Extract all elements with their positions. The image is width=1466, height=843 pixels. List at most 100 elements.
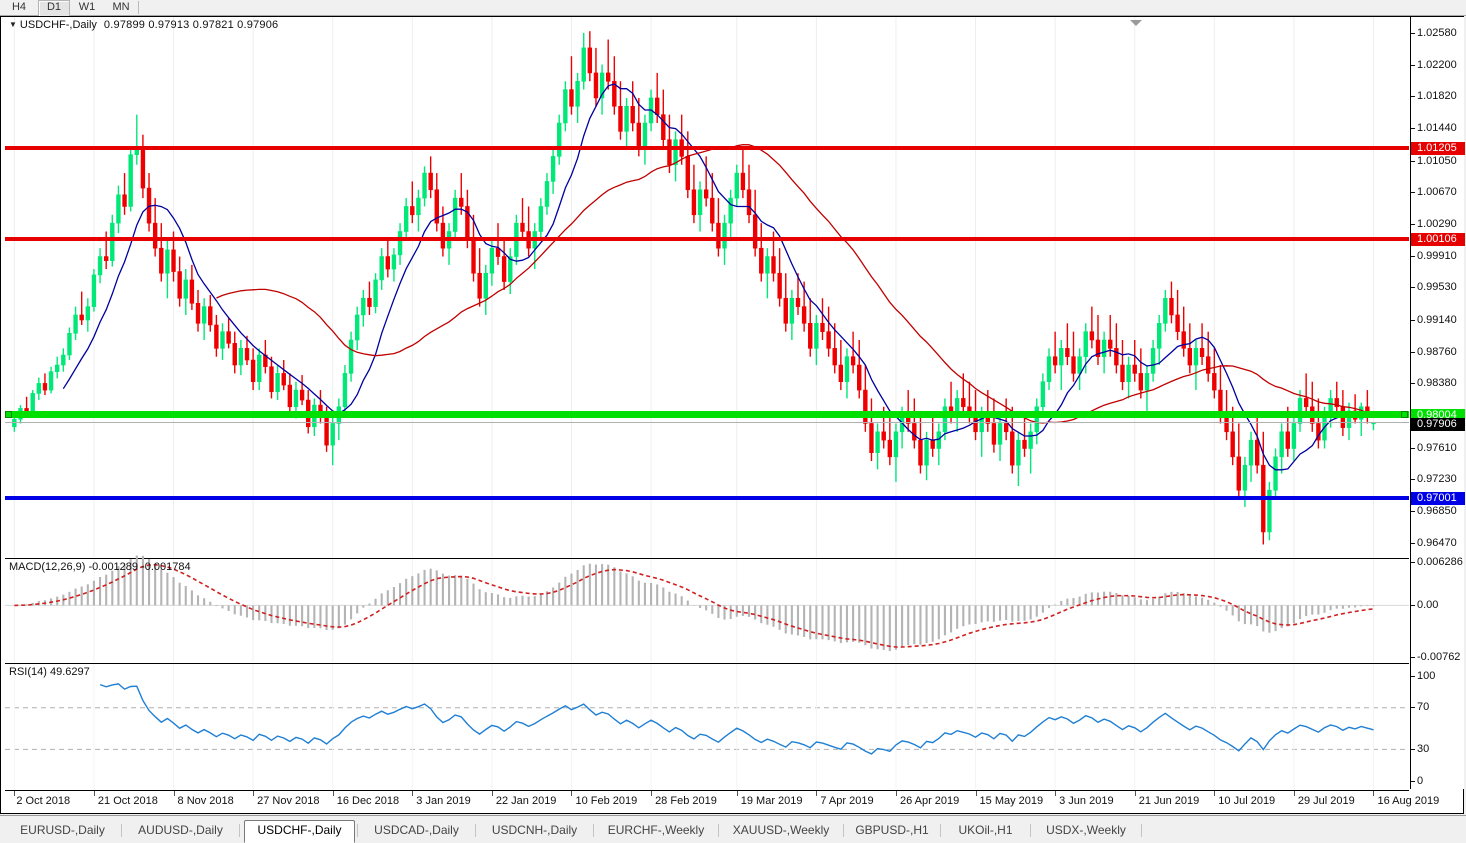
symbol-tab-eurusddaily[interactable]: EURUSD-,Daily <box>20 823 105 837</box>
symbol-tab-bar: EURUSD-,Daily AUDUSD-,Daily USDCHF-,Daily U… <box>0 815 1466 843</box>
timeframe-button-d1[interactable]: D1 <box>38 0 70 17</box>
level-line-0.98004[interactable] <box>5 411 1409 419</box>
macd-pane[interactable]: MACD(12,26,9) -0.001289 -0.001784 <box>5 555 1409 662</box>
date-label: 28 Feb 2019 <box>655 795 717 807</box>
price-label-black[interactable]: 0.97906 <box>1411 417 1465 431</box>
symbol-tab-usdchfdaily[interactable]: USDCHF-,Daily <box>244 820 355 843</box>
date-label: 3 Jan 2019 <box>416 795 471 807</box>
date-label: 22 Jan 2019 <box>495 795 557 807</box>
level-line-1.00106[interactable] <box>5 237 1409 242</box>
level-handle-left[interactable] <box>5 411 12 419</box>
tick-dash <box>1411 511 1415 513</box>
price-tick-label: 1.01050 <box>1417 154 1457 167</box>
price-tick-label: 0.96470 <box>1417 536 1457 549</box>
price-tick: 0.97610 <box>1411 442 1465 454</box>
price-tick-label: 0.99910 <box>1417 249 1457 262</box>
chart-symbol-label: USDCHF-,Daily <box>19 19 97 31</box>
symbol-tab-usdcnhdaily[interactable]: USDCNH-,Daily <box>491 823 578 837</box>
tick-dash <box>1411 287 1415 289</box>
date-label: 29 Jul 2019 <box>1297 795 1355 807</box>
price-tick-label: 1.02580 <box>1417 26 1457 39</box>
date-tick <box>253 791 255 796</box>
tick-dash <box>1411 542 1415 544</box>
price-pane-legend: ▼ USDCHF-,Daily 0.97899 0.97913 0.97821 0.… <box>9 19 278 31</box>
date-tick <box>332 791 334 796</box>
symbol-tab-divider <box>1141 824 1142 837</box>
chart-quotes-label: 0.97899 0.97913 0.97821 0.97906 <box>103 19 279 31</box>
date-label: 16 Dec 2018 <box>336 795 400 807</box>
level-handle-right[interactable] <box>1401 411 1408 419</box>
rsi-tick: 30 <box>1411 743 1465 755</box>
timeframe-button-w1[interactable]: W1 <box>78 1 96 13</box>
symbol-tab-eurchfweekly[interactable]: EURCHF-,Weekly <box>607 823 705 837</box>
date-label: 10 Jul 2019 <box>1218 795 1276 807</box>
price-tick: 0.99530 <box>1411 281 1465 293</box>
date-label: 10 Feb 2019 <box>575 795 638 807</box>
date-label: 2 Oct 2018 <box>16 795 71 807</box>
tick-dash <box>1411 160 1415 162</box>
symbol-tab-divider <box>593 824 594 837</box>
date-tick <box>1373 791 1375 796</box>
symbol-tab-ukoilh1[interactable]: UKOil-,H1 <box>958 823 1013 837</box>
level-line-1.01205[interactable] <box>5 145 1409 150</box>
date-tick <box>736 791 738 796</box>
current-price-line <box>5 422 1409 424</box>
date-axis: 2 Oct 2018 21 Oct 2018 8 Nov 2018 27 Nov 20… <box>5 790 1439 813</box>
price-tick-label: 1.01820 <box>1417 90 1457 103</box>
rsi-line <box>99 683 1374 755</box>
date-tick <box>1293 791 1295 796</box>
price-pane[interactable]: ▼ USDCHF-,Daily 0.97899 0.97913 0.97821 0.… <box>5 17 1409 557</box>
price-tick: 0.96850 <box>1411 505 1465 517</box>
price-tick: 1.02200 <box>1411 59 1465 71</box>
rsi-pane[interactable]: RSI(14) 49.6297 <box>5 663 1409 789</box>
ma-fast-line <box>62 83 1374 471</box>
tick-dash <box>1411 749 1415 751</box>
rsi-tick: 0 <box>1411 775 1465 787</box>
candlestick-series <box>12 31 1376 545</box>
triangle-down-icon[interactable]: ▼ <box>9 20 17 29</box>
price-plot <box>12 17 1376 557</box>
level-line-0.97001[interactable] <box>5 496 1409 501</box>
date-tick <box>1134 791 1136 796</box>
macd-tick-label: -0.00762 <box>1417 651 1461 664</box>
rsi-plot <box>5 664 1409 789</box>
macd-tick-label: 0.006286 <box>1417 555 1463 568</box>
date-label: 21 Oct 2018 <box>97 795 158 807</box>
symbol-tab-xauusdweekly[interactable]: XAUUSD-,Weekly <box>732 823 830 837</box>
symbol-tab-audusddaily[interactable]: AUDUSD-,Daily <box>138 823 223 837</box>
price-label-red[interactable]: 1.00106 <box>1411 233 1465 247</box>
macd-tick-label: 0.00 <box>1417 598 1439 611</box>
macd-histogram <box>19 555 1375 652</box>
price-tick-label: 0.96850 <box>1417 505 1457 518</box>
tick-dash <box>1411 604 1415 606</box>
symbol-tab-divider <box>1030 824 1031 837</box>
price-tick-label: 0.99530 <box>1417 281 1457 294</box>
timeframe-button-mn[interactable]: MN <box>112 1 130 13</box>
date-tick <box>14 791 16 796</box>
rsi-legend: RSI(14) 49.6297 <box>9 666 90 678</box>
symbol-tab-gbpusdh1[interactable]: GBPUSD-,H1 <box>855 823 929 837</box>
tick-dash <box>1411 319 1415 321</box>
macd-signal-line <box>14 563 1374 648</box>
toolbar-separator <box>138 1 139 14</box>
price-tick-label: 1.02200 <box>1417 58 1457 71</box>
triangle-down-marker-icon[interactable] <box>1130 20 1142 26</box>
price-label-blue[interactable]: 0.97001 <box>1411 492 1465 506</box>
macd-legend: MACD(12,26,9) -0.001289 -0.001784 <box>9 561 191 573</box>
macd-tick: -0.00762 <box>1411 651 1465 663</box>
price-tick-label: 1.00670 <box>1417 186 1457 199</box>
date-label: 26 Apr 2019 <box>899 795 960 807</box>
symbol-tab-usdxweekly[interactable]: USDX-,Weekly <box>1046 823 1126 837</box>
timeframe-button-h4[interactable]: H4 <box>11 1 27 13</box>
rsi-values-label: 49.6297 <box>49 666 90 678</box>
price-scale[interactable]: 1.02580 1.02200 1.01820 1.01440 1.01050 1.006… <box>1410 17 1465 789</box>
rsi-tick-label: 70 <box>1417 701 1430 714</box>
price-label-red[interactable]: 1.01205 <box>1411 141 1465 155</box>
price-tick-label: 0.97610 <box>1417 441 1457 454</box>
price-tick: 0.97230 <box>1411 473 1465 485</box>
price-tick-label: 0.98380 <box>1417 377 1457 390</box>
date-tick <box>816 791 818 796</box>
tick-dash <box>1411 675 1415 677</box>
tick-dash <box>1411 223 1415 225</box>
symbol-tab-usdcaddaily[interactable]: USDCAD-,Daily <box>374 823 459 837</box>
